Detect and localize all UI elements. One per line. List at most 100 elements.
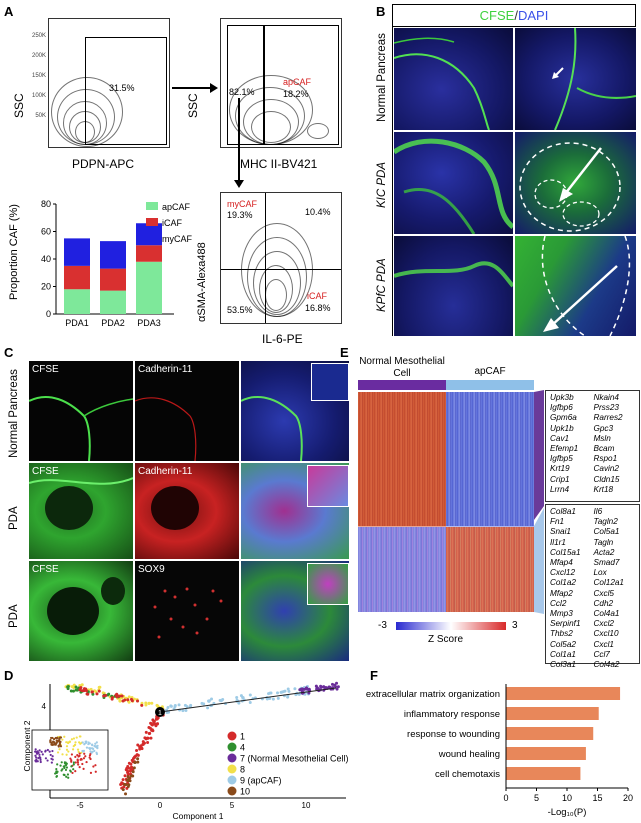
arrow-down-icon: [234, 98, 244, 188]
bar-segment-apCAF: [136, 261, 162, 314]
ur-percent: 10.4%: [305, 207, 331, 217]
panel-b-title: CFSE/DAPI: [392, 4, 636, 27]
b-kpfc-high: [514, 235, 637, 337]
cluster-9-branch: [165, 684, 310, 714]
x-axis-label: MHC II-BV421: [240, 157, 318, 171]
gene-label: Cav1: [550, 433, 570, 443]
gene-label: Msln: [593, 433, 611, 443]
c-pda2-cfse: [28, 560, 134, 662]
legend-swatch: [146, 218, 158, 226]
z-score-colorbar: [396, 622, 506, 630]
gene-label: Ccl7: [593, 649, 610, 659]
legend-label: iCAF: [162, 218, 183, 228]
bar-segment-iCAF: [100, 268, 126, 291]
scale-max: 3: [512, 620, 518, 631]
legend-swatch: [146, 202, 158, 210]
gene-label: Rspo1: [593, 454, 618, 464]
go-enrichment-chart: extracellular matrix organization inflamm…: [366, 684, 633, 818]
b-normal-high: [514, 27, 637, 131]
panel-label-c: C: [4, 345, 14, 360]
row-label-kpfc: KPfC PDA: [376, 258, 388, 312]
gene-label: Cldn15: [593, 474, 620, 484]
go-bar: [506, 687, 621, 700]
gene-label: Cdh2: [593, 598, 614, 608]
y-axis-label: SSC: [186, 93, 200, 118]
cluster-7-branch: [298, 681, 340, 695]
panel-b-image-grid: [392, 26, 637, 337]
gene-list-bottom: Col8a1 Il6 Fn1 Tagln2 Snai1 Col5a1 Il1r1 Tagln C…: [545, 504, 640, 669]
gene-label: Prss23: [593, 403, 619, 413]
gene-label: Igfbp5: [550, 454, 573, 464]
x-axis-label: PDPN-APC: [72, 157, 135, 171]
c-pda-merge: [240, 462, 350, 560]
legend-swatch: [227, 775, 237, 785]
go-term-label: response to wounding: [407, 729, 500, 740]
row-label-normal: Normal Pancreas: [8, 369, 20, 458]
cluster-1-branch: [78, 686, 144, 707]
legend-label: 9 (apCAF): [240, 776, 282, 786]
y-tick-label: 0: [46, 309, 51, 319]
gene-label: Cxcl1: [593, 639, 614, 649]
flow-plot-pdpn: 31.5%: [48, 18, 170, 148]
gene-label: Igfbp6: [550, 403, 573, 413]
gene-label: Col1a1: [550, 649, 576, 659]
ll-percent: 53.5%: [227, 305, 253, 315]
x-axis-label: IL-6-PE: [262, 332, 303, 346]
legend-swatch: [227, 786, 237, 796]
x-tick-label: 5: [230, 801, 235, 810]
gene-label: Il6: [593, 507, 603, 516]
mycaf-name: myCAF: [227, 199, 257, 209]
x-axis-label: Component 1: [172, 811, 223, 821]
bar-chart-y-label: Proportion CAF (%): [8, 204, 20, 300]
legend-label: apCAF: [162, 202, 191, 212]
gene-label: Mfap4: [550, 558, 573, 568]
gene-label: Il1r1: [550, 537, 566, 547]
gene-label: Gpm6a: [550, 413, 577, 423]
branch-node: [155, 707, 165, 717]
go-term-label: inflammatory response: [404, 709, 500, 720]
go-bar: [506, 707, 599, 720]
bar-segment-myCAF: [100, 241, 126, 269]
gene-label: Rarres2: [593, 413, 623, 423]
x-tick-label: PDA1: [65, 318, 89, 328]
legend-label: myCAF: [162, 234, 192, 244]
gene-label: Krt19: [550, 464, 570, 474]
gene-label: Col4a2: [593, 660, 620, 670]
go-bar: [506, 747, 586, 760]
scale-title: Z Score: [428, 634, 464, 645]
inset-image: [311, 363, 349, 401]
mycaf-percent: 19.3%: [227, 210, 253, 220]
bar-segment-iCAF: [136, 245, 162, 262]
cluster-1-branch: [119, 712, 165, 790]
c-label-cfse: CFSE: [32, 564, 59, 575]
gene-label: Ccl2: [550, 598, 567, 608]
scale-min: -3: [378, 620, 387, 631]
x-tick-label: PDA2: [101, 318, 125, 328]
c-pda-cfse: [28, 462, 134, 560]
row-label-pda: PDA: [8, 506, 20, 530]
x-axis-label: -Log₁₀(P): [548, 807, 587, 818]
gene-label: Col3a1: [550, 660, 576, 670]
arrow-icon: [172, 83, 218, 93]
b-kic-low: [393, 131, 514, 235]
row-label-pda: PDA: [8, 604, 20, 628]
gene-label: Fn1: [550, 517, 565, 527]
legend-swatch: [227, 764, 237, 774]
apcaf-gate-name: apCAF: [283, 77, 312, 87]
gene-label: Lrrn4: [550, 484, 570, 494]
x-tick-label: 5: [534, 793, 539, 803]
c-label-cadherin: Cadherin-11: [138, 364, 193, 375]
gene-label: Cxcl5: [593, 588, 614, 598]
y-ticks: 250K 200K 150K 100K 50K: [31, 33, 46, 119]
inset-image: [307, 563, 349, 605]
legend-label: 4: [240, 743, 245, 753]
c-pda-cadherin: [134, 462, 240, 560]
inset-image: [307, 465, 349, 507]
legend-label: 7 (Normal Mesothelial Cell): [240, 754, 349, 764]
gene-label: Nkain4: [593, 393, 619, 402]
go-bar: [506, 727, 594, 740]
gene-label: Tagln: [593, 537, 614, 547]
gene-label: Crip1: [550, 474, 570, 484]
gene-label: Lox: [593, 568, 607, 578]
